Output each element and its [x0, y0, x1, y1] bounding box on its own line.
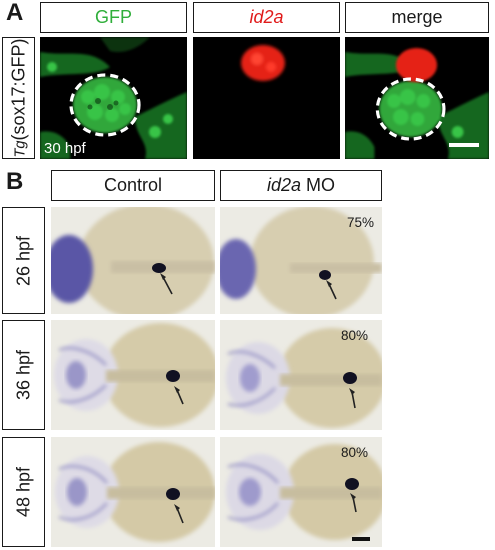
panel-a-letter: A: [6, 0, 24, 26]
embryo-mo-36hpf-image: [220, 320, 382, 430]
merge-micrograph: [345, 37, 489, 159]
id2a-header-label: id2a: [249, 7, 284, 27]
embryo-mo-48hpf: 80%: [220, 437, 382, 547]
merge-header-label: merge: [391, 7, 443, 27]
gfp-micrograph: 30 hpf: [40, 37, 187, 159]
gfp-header-label: GFP: [94, 7, 132, 27]
scale-bar-b: [352, 537, 370, 541]
scale-bar-a: [449, 143, 479, 147]
row-label-36hpf-text: 36 hpf: [13, 349, 33, 401]
id2a-micrograph: [193, 37, 340, 159]
panel-b-letter: B: [6, 168, 24, 195]
id2a-micrograph-image: [241, 45, 285, 81]
row-label-48hpf: 48 hpf: [2, 437, 45, 547]
embryo-control-36hpf: [51, 320, 215, 430]
gfp-header: GFP: [40, 2, 187, 33]
embryo-control-26hpf-image: [51, 207, 215, 314]
row-label-26hpf-text: 26 hpf: [13, 235, 33, 286]
control-header-label: Control: [103, 175, 163, 195]
gfp-micrograph-image: [40, 37, 187, 159]
id2a-mo-gene: id2a: [266, 175, 302, 195]
embryo-mo-48hpf-image: [220, 437, 382, 547]
embryo-mo-26hpf: 75%: [220, 207, 382, 314]
embryo-control-26hpf: [51, 207, 215, 314]
id2a-mo-header: id2a MO: [220, 170, 382, 201]
row-label-36hpf: 36 hpf: [2, 320, 45, 430]
percent-48hpf: 80%: [340, 445, 368, 460]
tg-label: Tg: [12, 140, 28, 158]
merge-micrograph-image: [345, 48, 489, 159]
id2a-mo-suffix: MO: [301, 175, 336, 195]
embryo-control-48hpf-image: [51, 437, 215, 547]
row-label-26hpf: 26 hpf: [2, 207, 45, 314]
embryo-mo-26hpf-image: [220, 207, 382, 314]
percent-36hpf: 80%: [340, 328, 368, 343]
row-label-48hpf-text: 48 hpf: [13, 466, 33, 518]
id2a-header: id2a: [193, 2, 340, 33]
tg-sox17-row-label: Tg(sox17:GFP): [2, 37, 35, 159]
percent-26hpf: 75%: [346, 215, 374, 230]
embryo-control-48hpf: [51, 437, 215, 547]
embryo-mo-36hpf: 80%: [220, 320, 382, 430]
time-label: 30 hpf: [44, 140, 86, 157]
merge-header: merge: [345, 2, 489, 33]
sox17-construct-label: (sox17:GFP): [8, 38, 28, 141]
embryo-control-36hpf-image: [51, 320, 215, 430]
control-header: Control: [51, 170, 215, 201]
